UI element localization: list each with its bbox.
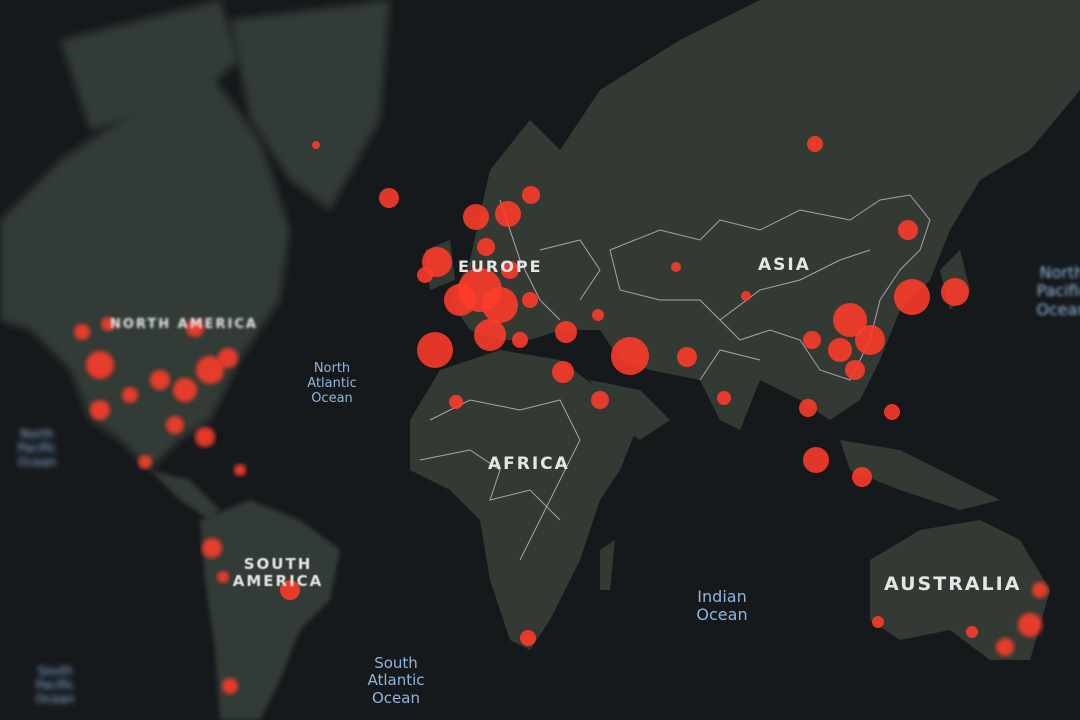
case-marker[interactable] (312, 141, 320, 149)
label-north-america: NORTH AMERICA (110, 317, 258, 332)
case-marker[interactable] (222, 678, 238, 694)
case-marker[interactable] (202, 538, 222, 558)
case-marker[interactable] (522, 292, 538, 308)
case-markers (74, 136, 1048, 694)
case-marker[interactable] (138, 455, 152, 469)
case-marker[interactable] (1018, 613, 1042, 637)
case-marker[interactable] (828, 338, 852, 362)
case-marker[interactable] (855, 325, 885, 355)
case-marker[interactable] (872, 616, 884, 628)
case-marker[interactable] (520, 630, 536, 646)
case-marker[interactable] (280, 580, 300, 600)
case-marker[interactable] (122, 387, 138, 403)
case-marker[interactable] (195, 427, 215, 447)
land-africa (410, 350, 640, 650)
case-marker[interactable] (741, 291, 751, 301)
label-indian-ocean: Indian Ocean (696, 587, 748, 625)
label-south-america: SOUTH AMERICA (232, 555, 324, 591)
case-marker[interactable] (884, 404, 900, 420)
label-europe: EUROPE (458, 257, 543, 276)
case-marker[interactable] (86, 351, 114, 379)
case-marker[interactable] (173, 378, 197, 402)
case-marker[interactable] (166, 416, 184, 434)
case-marker[interactable] (101, 317, 115, 331)
case-marker[interactable] (444, 284, 476, 316)
label-south-pacific: South Pacific Ocean (35, 664, 75, 706)
case-marker[interactable] (186, 319, 204, 337)
label-australia: AUSTRALIA (884, 573, 1022, 595)
case-marker[interactable] (591, 391, 609, 409)
land-greenland (230, 0, 390, 210)
land-south-america (200, 500, 340, 720)
case-marker[interactable] (803, 447, 829, 473)
case-marker[interactable] (234, 464, 246, 476)
land-central-america (150, 470, 220, 520)
case-marker[interactable] (803, 331, 821, 349)
case-marker[interactable] (966, 626, 978, 638)
case-marker[interactable] (833, 303, 867, 337)
case-marker[interactable] (477, 238, 495, 256)
case-marker[interactable] (717, 391, 731, 405)
case-marker[interactable] (482, 287, 518, 323)
land-madagascar (600, 540, 615, 590)
case-marker[interactable] (845, 360, 865, 380)
case-marker[interactable] (1032, 582, 1048, 598)
case-marker[interactable] (522, 186, 540, 204)
case-marker[interactable] (218, 348, 238, 368)
case-marker[interactable] (449, 395, 463, 409)
land-canada-north (60, 0, 240, 130)
case-marker[interactable] (852, 467, 872, 487)
case-marker[interactable] (807, 136, 823, 152)
label-north-pacific-west: North Pacific Ocean (17, 427, 57, 469)
case-marker[interactable] (592, 309, 604, 321)
case-marker[interactable] (196, 356, 224, 384)
case-marker[interactable] (217, 571, 229, 583)
case-marker[interactable] (74, 324, 90, 340)
case-marker[interactable] (501, 261, 519, 279)
land-eurasia (450, 0, 1080, 430)
case-marker[interactable] (941, 278, 969, 306)
land-arabia (590, 380, 670, 440)
case-marker[interactable] (611, 337, 649, 375)
case-marker[interactable] (552, 361, 574, 383)
label-africa: AFRICA (488, 454, 570, 474)
case-marker[interactable] (512, 332, 528, 348)
label-asia: ASIA (758, 255, 811, 275)
label-north-pacific-east: North Pacific Ocean (1036, 263, 1080, 319)
case-marker[interactable] (671, 262, 681, 272)
label-south-atlantic: South Atlantic Ocean (367, 654, 425, 707)
land-southeast-asia (840, 440, 1000, 510)
case-marker[interactable] (417, 267, 433, 283)
case-marker[interactable] (898, 220, 918, 240)
case-marker[interactable] (150, 370, 170, 390)
case-marker[interactable] (677, 347, 697, 367)
case-marker[interactable] (799, 399, 817, 417)
case-marker[interactable] (894, 279, 930, 315)
land-north-america (0, 60, 290, 470)
case-marker[interactable] (495, 201, 521, 227)
case-marker[interactable] (90, 400, 110, 420)
case-marker[interactable] (996, 638, 1014, 656)
case-marker[interactable] (474, 319, 506, 351)
label-north-atlantic: North Atlantic Ocean (307, 361, 357, 406)
case-marker[interactable] (379, 188, 399, 208)
case-marker[interactable] (417, 332, 453, 368)
land-australia (870, 520, 1050, 660)
case-marker[interactable] (555, 321, 577, 343)
case-marker[interactable] (463, 204, 489, 230)
